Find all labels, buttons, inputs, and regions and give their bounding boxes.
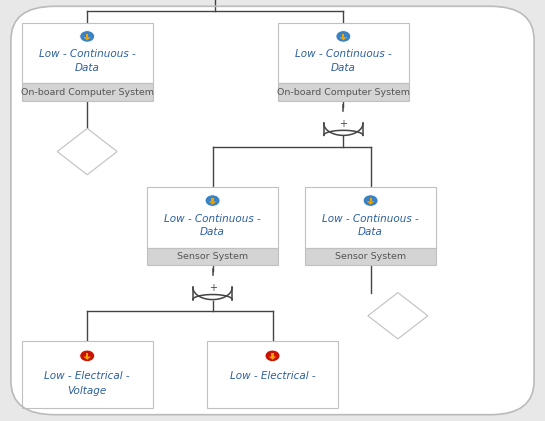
Bar bbox=[305, 248, 436, 265]
Polygon shape bbox=[83, 357, 91, 360]
Polygon shape bbox=[368, 293, 428, 339]
Polygon shape bbox=[340, 37, 347, 40]
Text: Low - Electrical -: Low - Electrical - bbox=[44, 371, 130, 381]
Text: Low - Continuous -: Low - Continuous - bbox=[164, 213, 261, 224]
Polygon shape bbox=[367, 201, 374, 205]
Circle shape bbox=[80, 31, 95, 42]
FancyBboxPatch shape bbox=[342, 34, 344, 37]
FancyBboxPatch shape bbox=[271, 353, 274, 357]
Text: Data: Data bbox=[331, 63, 356, 73]
Text: +: + bbox=[340, 119, 347, 129]
Circle shape bbox=[336, 31, 351, 42]
Bar bbox=[207, 341, 338, 408]
FancyBboxPatch shape bbox=[86, 353, 88, 357]
FancyBboxPatch shape bbox=[86, 34, 88, 37]
Text: Sensor System: Sensor System bbox=[177, 252, 248, 261]
Bar bbox=[22, 83, 153, 101]
FancyBboxPatch shape bbox=[211, 198, 214, 201]
Text: Low - Continuous -: Low - Continuous - bbox=[295, 49, 392, 59]
FancyBboxPatch shape bbox=[11, 6, 534, 415]
Bar bbox=[147, 187, 278, 248]
Circle shape bbox=[80, 350, 95, 362]
Circle shape bbox=[265, 350, 280, 362]
Text: Voltage: Voltage bbox=[68, 386, 107, 396]
Text: Data: Data bbox=[200, 227, 225, 237]
Bar bbox=[22, 341, 153, 408]
Polygon shape bbox=[269, 357, 276, 360]
Text: +: + bbox=[209, 283, 216, 293]
Bar bbox=[278, 83, 409, 101]
Text: On-board Computer System: On-board Computer System bbox=[277, 88, 410, 97]
Polygon shape bbox=[83, 37, 91, 40]
FancyBboxPatch shape bbox=[370, 198, 372, 201]
Polygon shape bbox=[209, 201, 216, 205]
Bar bbox=[278, 23, 409, 83]
Bar bbox=[22, 23, 153, 83]
Circle shape bbox=[363, 195, 378, 206]
Text: Sensor System: Sensor System bbox=[335, 252, 406, 261]
Text: Low - Continuous -: Low - Continuous - bbox=[322, 213, 419, 224]
Bar bbox=[147, 248, 278, 265]
Text: Low - Electrical -: Low - Electrical - bbox=[229, 371, 316, 381]
Text: Data: Data bbox=[358, 227, 383, 237]
Polygon shape bbox=[57, 128, 117, 175]
Text: Data: Data bbox=[75, 63, 100, 73]
Bar bbox=[305, 187, 436, 248]
Text: Low - Continuous -: Low - Continuous - bbox=[39, 49, 136, 59]
Text: On-board Computer System: On-board Computer System bbox=[21, 88, 154, 97]
Circle shape bbox=[205, 195, 220, 206]
